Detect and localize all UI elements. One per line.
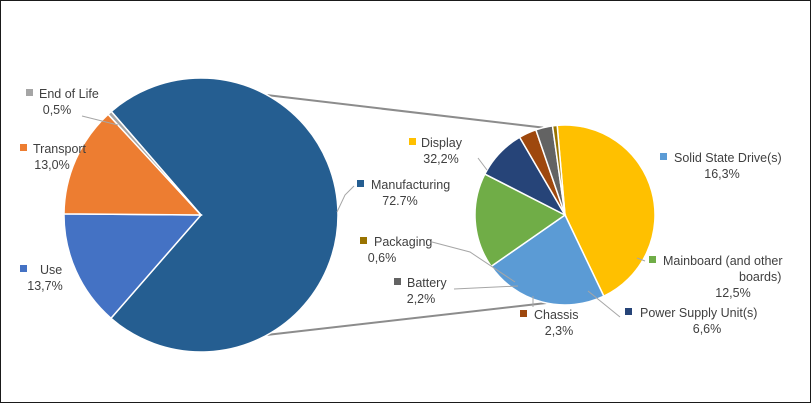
psu-value: 6,6% — [693, 322, 722, 336]
chassis-value: 2,3% — [545, 324, 574, 338]
label-mainboard: Mainboard (and other boards) 12,5% — [649, 254, 783, 300]
label-use: Use 13,7% — [20, 263, 63, 293]
transport-value: 13,0% — [34, 158, 69, 172]
ssd-name: Solid State Drive(s) — [674, 151, 782, 165]
breakdown-display-slice — [556, 124, 656, 298]
manufacturing-value: 72.7% — [382, 194, 417, 208]
end-of-life-legend-key — [26, 89, 33, 96]
chassis-name: Chassis — [534, 308, 578, 322]
transport-legend-key — [20, 144, 27, 151]
display-legend-key — [409, 138, 416, 145]
upper-connector-line — [267, 94, 544, 129]
display-name: Display — [421, 136, 463, 150]
leader-lines — [81, 115, 646, 318]
use-value: 13,7% — [27, 279, 62, 293]
main-manufacturing-slice — [109, 77, 339, 353]
packaging-value: 0,6% — [368, 251, 397, 265]
psu-leader-line — [587, 290, 621, 318]
battery-value: 2,2% — [407, 292, 436, 306]
breakdown-packaging-slice — [551, 124, 566, 216]
packaging-legend-key — [360, 237, 367, 244]
lower-connector-line — [267, 302, 547, 336]
breakdown-pie — [474, 124, 656, 306]
mainboard-name: Mainboard (and other — [663, 254, 783, 268]
chassis-legend-key — [520, 310, 527, 317]
main-end-of-life-slice — [107, 110, 202, 216]
main-use-slice — [63, 213, 203, 320]
main-transport-slice — [63, 113, 203, 216]
end-of-life-value: 0,5% — [43, 103, 72, 117]
mainboard-legend-key — [649, 256, 656, 263]
mainboard-value: 12,5% — [715, 286, 750, 300]
ssd-legend-key — [660, 153, 667, 160]
psu-name: Power Supply Unit(s) — [640, 306, 757, 320]
manufacturing-leader-line — [336, 185, 355, 213]
battery-leader-line — [453, 285, 519, 290]
label-packaging: Packaging 0,6% — [360, 235, 432, 265]
battery-legend-key — [394, 278, 401, 285]
manufacturing-name: Manufacturing — [371, 178, 450, 192]
display-leader-line — [477, 157, 488, 171]
connector-lines — [267, 94, 547, 336]
display-value: 32,2% — [423, 152, 458, 166]
label-psu: Power Supply Unit(s) 6,6% — [625, 306, 757, 336]
end-of-life-leader-line — [81, 115, 119, 126]
battery-name: Battery — [407, 276, 447, 290]
breakdown-mainboard-and-other-boards-slice — [474, 173, 567, 268]
transport-name: Transport — [33, 142, 87, 156]
label-display: Display 32,2% — [409, 136, 463, 166]
mainboard-leader-line — [636, 257, 646, 262]
ssd-value: 16,3% — [704, 167, 739, 181]
label-chassis: Chassis 2,3% — [520, 308, 578, 338]
packaging-leader-line — [431, 241, 516, 283]
packaging-name: Packaging — [374, 235, 432, 249]
use-legend-key — [20, 265, 27, 272]
manufacturing-legend-key — [357, 180, 364, 187]
label-manufacturing: Manufacturing 72.7% — [357, 178, 450, 208]
label-transport: Transport 13,0% — [20, 142, 87, 172]
end-of-life-name: End of Life — [39, 87, 99, 101]
breakdown-solid-state-drive-s-slice — [490, 213, 605, 306]
psu-legend-key — [625, 308, 632, 315]
label-end-of-life: End of Life 0,5% — [26, 87, 99, 117]
use-name: Use — [40, 263, 62, 277]
label-ssd: Solid State Drive(s) 16,3% — [660, 151, 782, 181]
main-pie — [63, 77, 339, 353]
mainboard-name-line2: boards) — [739, 270, 781, 284]
label-battery: Battery 2,2% — [394, 276, 447, 306]
